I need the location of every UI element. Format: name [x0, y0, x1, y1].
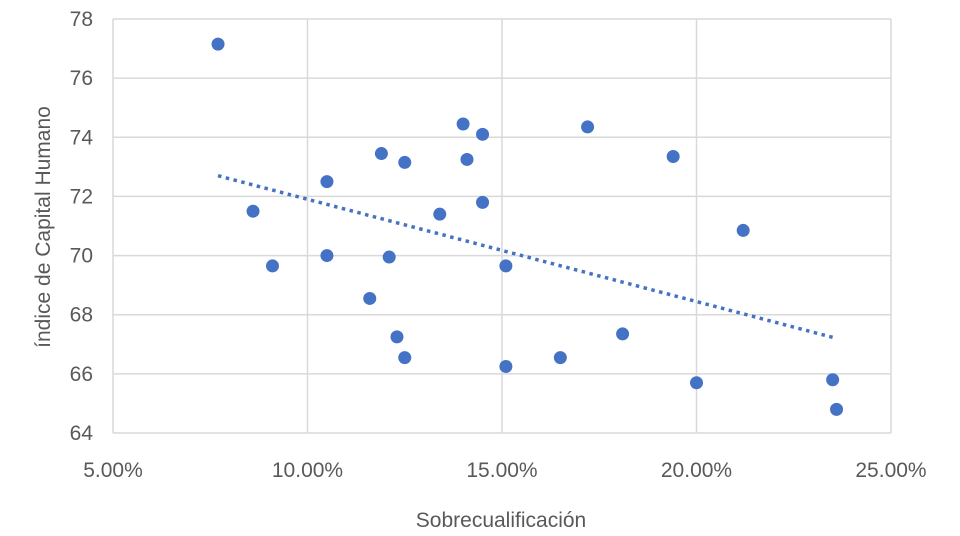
y-tick-label: 74	[70, 126, 94, 149]
data-point	[736, 223, 750, 237]
data-point	[265, 259, 279, 273]
y-tick-label: 70	[70, 245, 93, 268]
y-tick-label: 66	[70, 363, 93, 386]
data-point	[499, 359, 513, 373]
data-point	[460, 152, 474, 166]
trendline-layer	[217, 174, 837, 341]
data-point	[456, 117, 470, 131]
data-points	[211, 37, 844, 416]
data-point	[398, 155, 412, 169]
data-point	[666, 150, 680, 164]
y-tick-label: 76	[70, 67, 93, 90]
x-tick-label: 25.00%	[855, 459, 926, 482]
x-tick-label: 10.00%	[272, 459, 343, 482]
y-tick-label: 68	[70, 304, 93, 327]
y-tick-label: 72	[70, 185, 93, 208]
data-point	[382, 250, 396, 264]
data-point	[830, 402, 844, 416]
data-point	[246, 204, 260, 218]
data-point	[581, 120, 595, 134]
y-tick-label: 78	[70, 8, 93, 31]
data-point	[499, 259, 513, 273]
x-tick-labels: 5.00% 10.00% 15.00% 20.00% 25.00%	[83, 459, 926, 482]
data-point	[433, 207, 447, 221]
x-tick-label: 15.00%	[466, 459, 537, 482]
data-point	[390, 330, 404, 344]
data-point	[826, 373, 840, 387]
data-point	[320, 175, 334, 189]
data-point	[476, 127, 490, 141]
data-point	[363, 291, 377, 305]
data-point	[553, 351, 567, 365]
data-point	[690, 376, 703, 390]
data-point	[476, 195, 490, 209]
data-point	[398, 351, 412, 365]
trendline	[217, 174, 837, 341]
data-point	[616, 327, 630, 341]
x-tick-label: 20.00%	[661, 459, 732, 482]
grid-lines	[112, 18, 892, 433]
y-axis-title: índice de Capital Humano	[32, 106, 55, 348]
y-tick-label: 64	[70, 422, 94, 445]
data-point	[320, 249, 334, 263]
x-tick-label: 5.00%	[83, 459, 143, 482]
x-axis-title: Sobrecualificación	[416, 509, 586, 532]
data-point	[374, 147, 388, 161]
y-tick-labels: 64 66 68 70 72 74 76 78	[70, 8, 94, 445]
data-point	[211, 37, 225, 51]
